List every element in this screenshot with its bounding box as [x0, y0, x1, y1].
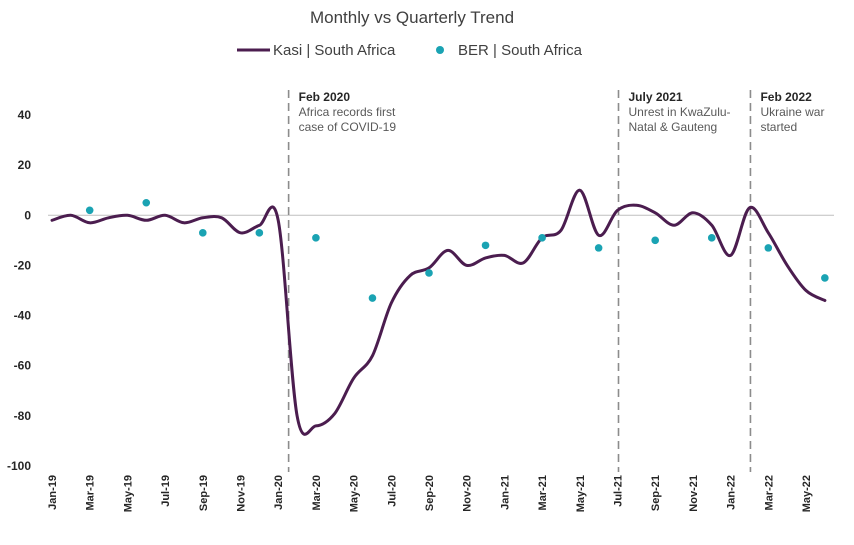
x-tick-label: Nov-19 [236, 475, 248, 512]
data-point-ber [312, 234, 320, 242]
x-tick-label: Mar-21 [537, 475, 549, 510]
data-point-ber [538, 234, 546, 242]
annotation-text: Ukraine war [760, 105, 824, 119]
x-tick-label: Jan-19 [47, 475, 59, 510]
x-tick-label: Jan-22 [726, 475, 738, 510]
data-point-ber [481, 241, 490, 250]
x-tick-label: Jul-21 [613, 475, 625, 507]
y-tick-label: -40 [14, 309, 32, 323]
series-line-kasi [50, 188, 827, 436]
x-tick-label: Jul-19 [160, 475, 172, 507]
x-tick-label: Sep-20 [424, 475, 436, 511]
x-tick-label: Sep-19 [198, 475, 210, 511]
annotation-text: Natal & Gauteng [629, 120, 718, 134]
chart-title: Monthly vs Quarterly Trend [310, 8, 514, 27]
x-tick-label: Mar-22 [763, 475, 775, 510]
x-axis-ticks: Jan-19 Mar-19 May-19 Jul-19 Sep-19 Nov-19 Jan-… [47, 475, 813, 512]
x-tick-label: Mar-20 [311, 475, 323, 510]
data-point-ber [821, 274, 829, 282]
y-axis-ticks: 40 20 0 -20 -40 -60 -80 -100 [7, 108, 31, 473]
annotation-text: case of COVID-19 [299, 120, 397, 134]
x-tick-label: Nov-20 [462, 475, 474, 512]
data-point-ber [707, 234, 716, 242]
data-point-ber [425, 269, 433, 277]
legend-label-kasi: Kasi | South Africa [273, 42, 396, 59]
data-point-ber [764, 244, 773, 252]
legend: Kasi | South Africa BER | South Africa [237, 42, 583, 59]
y-tick-label: 40 [18, 108, 32, 122]
y-tick-label: -100 [7, 459, 31, 473]
data-point-ber [594, 244, 603, 252]
data-point-ber [142, 198, 151, 207]
x-tick-label: May-20 [349, 475, 361, 512]
annotation-heading: July 2021 [629, 90, 683, 104]
y-tick-label: 0 [24, 208, 31, 222]
x-tick-label: Jan-21 [499, 475, 511, 510]
y-tick-label: -20 [14, 258, 32, 272]
x-tick-label: Mar-19 [85, 475, 97, 510]
annotation-text: started [760, 120, 797, 134]
x-tick-label: Sep-21 [650, 475, 662, 511]
y-tick-label: 20 [18, 158, 32, 172]
data-point-ber [199, 229, 207, 237]
x-tick-label: May-22 [801, 475, 813, 512]
data-point-ber [255, 229, 264, 237]
y-tick-label: -80 [14, 409, 32, 423]
annotation-text: Unrest in KwaZulu- [629, 105, 731, 119]
series-kasi-group [50, 188, 827, 436]
series-ber-group [85, 198, 829, 302]
data-point-ber [651, 236, 659, 245]
annotation-heading: Feb 2022 [760, 90, 812, 104]
annotation-heading: Feb 2020 [299, 90, 351, 104]
y-tick-label: -60 [14, 359, 32, 373]
x-tick-label: May-19 [122, 475, 134, 512]
data-point-ber [85, 206, 94, 215]
x-tick-label: Jan-20 [273, 475, 285, 510]
x-tick-label: Jul-20 [386, 475, 398, 507]
annotation-text: Africa records first [299, 105, 396, 119]
legend-marker-swatch [436, 46, 444, 54]
legend-label-ber: BER | South Africa [458, 42, 583, 59]
data-point-ber [368, 294, 377, 302]
x-tick-label: May-21 [575, 475, 587, 512]
x-tick-label: Nov-21 [688, 475, 700, 512]
